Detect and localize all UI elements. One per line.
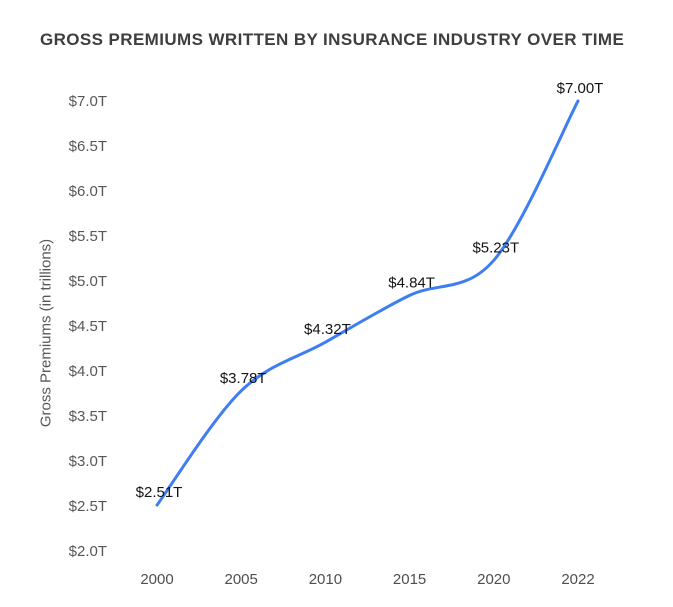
x-axis-tick-label: 2000 — [140, 571, 173, 588]
y-axis-tick-label: $2.5T — [69, 498, 107, 515]
x-axis-tick-label: 2005 — [225, 571, 258, 588]
x-axis-tick-label: 2010 — [309, 571, 342, 588]
y-axis-tick-label: $2.0T — [69, 543, 107, 560]
y-axis-tick-label: $6.5T — [69, 138, 107, 155]
x-axis-tick-label: 2020 — [477, 571, 510, 588]
x-axis-tick-label: 2022 — [561, 571, 594, 588]
data-point-label: $4.32T — [304, 321, 351, 338]
y-axis-tick-label: $4.5T — [69, 318, 107, 335]
data-point-label: $2.51T — [136, 484, 183, 501]
data-point-label: $7.00T — [557, 80, 604, 97]
data-point-label: $5.23T — [472, 239, 519, 256]
y-axis-tick-label: $5.5T — [69, 228, 107, 245]
y-axis-tick-label: $4.0T — [69, 363, 107, 380]
y-axis-tick-label: $7.0T — [69, 93, 107, 110]
gross-premiums-line-series[interactable] — [155, 99, 580, 507]
y-axis-tick-label: $6.0T — [69, 183, 107, 200]
y-axis-tick-label: $5.0T — [69, 273, 107, 290]
x-axis-tick-label: 2015 — [393, 571, 426, 588]
data-point-label: $4.84T — [388, 274, 435, 291]
y-axis-tick-label: $3.0T — [69, 453, 107, 470]
chart-title: GROSS PREMIUMS WRITTEN BY INSURANCE INDU… — [40, 30, 625, 49]
data-point-label: $3.78T — [220, 370, 267, 387]
y-axis-tick-label: $3.5T — [69, 408, 107, 425]
